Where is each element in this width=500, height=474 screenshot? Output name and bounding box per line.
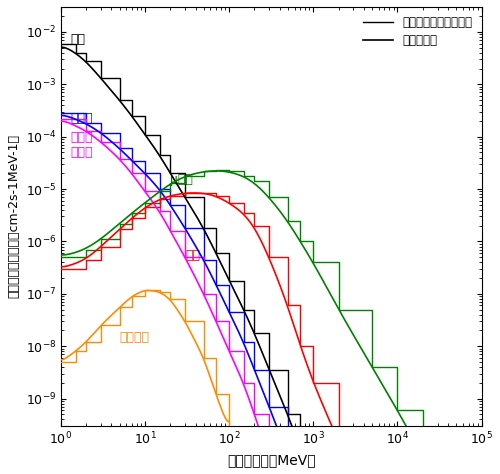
Legend: 詳細シミュレーション, 簡易計算式: 詳細シミュレーション, 簡易計算式: [360, 13, 476, 51]
Text: 陽子: 陽子: [185, 248, 200, 262]
Text: μ粒子: μ粒子: [170, 173, 193, 186]
X-axis label: エネルギー（MeV）: エネルギー（MeV）: [227, 453, 316, 467]
Y-axis label: 宇宙線フラックス（cm-2s-1MeV-1）: 宇宙線フラックス（cm-2s-1MeV-1）: [7, 135, 20, 299]
Text: ヘリウム: ヘリウム: [120, 330, 150, 344]
Text: 中性子: 中性子: [70, 112, 93, 125]
Text: 光子: 光子: [70, 33, 86, 46]
Text: 電子・
陽電子: 電子・ 陽電子: [70, 131, 93, 159]
